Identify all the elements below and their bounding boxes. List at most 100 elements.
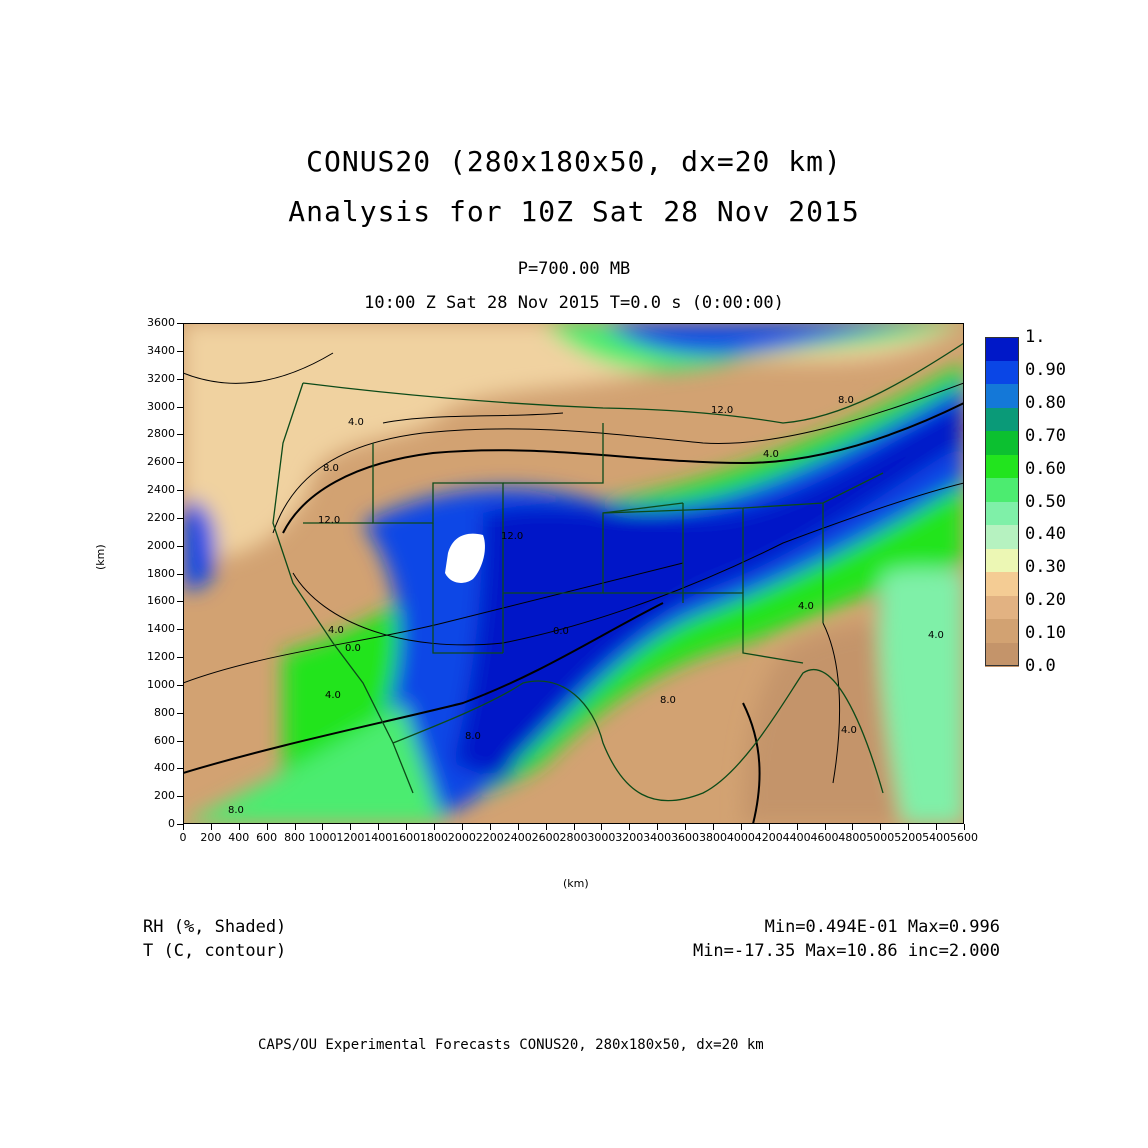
contour-label: 4.0 xyxy=(798,601,814,612)
y-tick-mark xyxy=(177,350,183,352)
title-line-2: Analysis for 10Z Sat 28 Nov 2015 xyxy=(288,195,860,228)
x-tick-mark xyxy=(517,824,519,830)
y-tick-label: 3200 xyxy=(147,371,175,385)
y-tick-mark xyxy=(177,684,183,686)
x-tick-mark xyxy=(852,824,854,830)
footer-credit: CAPS/OU Experimental Forecasts CONUS20, … xyxy=(258,1037,764,1053)
contour-label: 8.0 xyxy=(465,731,481,742)
legend-swatch xyxy=(985,501,1019,526)
y-tick-mark xyxy=(177,406,183,408)
x-tick-mark xyxy=(936,824,938,830)
legend-label: 0.0 xyxy=(1025,656,1056,676)
y-tick-mark xyxy=(177,824,183,825)
x-tick-label: 400 xyxy=(228,831,250,844)
y-tick-label: 600 xyxy=(154,733,175,747)
contour-label: 8.0 xyxy=(323,463,339,474)
y-tick-label: 0 xyxy=(168,817,175,830)
x-tick-mark xyxy=(908,824,910,830)
legend-swatch xyxy=(985,478,1019,502)
x-tick-mark xyxy=(378,824,380,830)
legend-swatch xyxy=(985,337,1019,361)
y-tick-label: 800 xyxy=(154,705,175,719)
y-tick-label: 400 xyxy=(154,761,175,775)
legend-swatch xyxy=(985,619,1019,643)
legend-swatch xyxy=(985,572,1019,596)
x-tick-mark xyxy=(266,824,268,830)
contour-label: 0.0 xyxy=(345,643,361,654)
legend-swatch xyxy=(985,595,1019,620)
legend-label: 0.80 xyxy=(1025,392,1066,413)
x-tick-mark xyxy=(406,824,408,830)
x-tick-mark xyxy=(629,824,631,830)
x-tick-label: 5000 xyxy=(866,831,895,844)
x-tick-mark xyxy=(210,824,212,830)
pressure-level: P=700.00 MB xyxy=(517,259,631,279)
x-tick-label: 5600 xyxy=(950,831,978,844)
x-tick-label: 5400 xyxy=(922,831,951,844)
legend-swatch xyxy=(985,431,1019,455)
y-tick-mark xyxy=(177,490,183,491)
legend-swatch xyxy=(985,548,1019,573)
x-tick-label: 600 xyxy=(256,831,278,844)
x-tick-label: 2600 xyxy=(531,831,560,844)
x-tick-mark xyxy=(573,824,575,830)
legend-label: 0.90 xyxy=(1025,359,1066,380)
x-tick-label: 4000 xyxy=(726,831,755,844)
rh-temperature-map: 4.0 8.0 12.0 4.0 0.0 4.0 8.0 12.0 8.0 4.… xyxy=(183,323,964,824)
legend-label: 1. xyxy=(1025,327,1046,347)
x-tick-mark xyxy=(322,824,324,830)
y-tick-label: 3600 xyxy=(147,316,175,329)
legend-label: 0.50 xyxy=(1025,491,1066,512)
x-tick-mark xyxy=(238,824,240,830)
x-tick-mark xyxy=(712,824,714,830)
contour-label: 12.0 xyxy=(501,531,523,542)
y-tick-label: 3000 xyxy=(147,399,175,413)
x-tick-mark xyxy=(489,824,491,830)
valid-time: 10:00 Z Sat 28 Nov 2015 T=0.0 s (0:00:00… xyxy=(364,293,784,313)
y-tick-mark xyxy=(177,657,183,658)
contour-label: 8.0 xyxy=(660,695,676,706)
contour-label: 4.0 xyxy=(841,725,857,736)
legend-label: 0.60 xyxy=(1025,458,1066,479)
x-tick-label: 200 xyxy=(200,831,222,844)
legend-label: 0.40 xyxy=(1025,524,1066,545)
legend-swatch xyxy=(985,642,1019,667)
x-tick-label: 1000 xyxy=(308,831,337,844)
field1-name: RH (%, Shaded) xyxy=(143,917,287,937)
y-tick-mark xyxy=(177,323,183,324)
x-tick-mark xyxy=(880,824,882,830)
field1-stats: Min=0.494E-01 Max=0.996 xyxy=(764,917,1000,937)
y-tick-label: 1000 xyxy=(147,677,175,691)
y-tick-label: 2600 xyxy=(147,455,175,469)
contour-label: 0.0 xyxy=(553,626,569,637)
x-tick-label: 3000 xyxy=(587,831,616,844)
contour-label: 4.0 xyxy=(763,449,779,460)
y-tick-label: 2200 xyxy=(147,510,175,524)
y-tick-mark xyxy=(177,517,183,519)
x-tick-label: 1400 xyxy=(364,831,393,844)
plot-frame xyxy=(183,323,964,824)
temperature-contours xyxy=(183,352,964,824)
x-tick-label: 1600 xyxy=(392,831,421,844)
contour-label: 4.0 xyxy=(325,690,341,701)
x-tick-mark xyxy=(350,824,352,830)
x-tick-label: 2000 xyxy=(447,831,476,844)
x-tick-mark xyxy=(601,824,603,830)
x-tick-label: 4800 xyxy=(838,831,867,844)
contour-label: 8.0 xyxy=(228,805,244,816)
y-tick-label: 1200 xyxy=(147,650,175,663)
x-tick-mark xyxy=(657,824,659,830)
x-tick-label: 1800 xyxy=(420,831,449,844)
title-line-1: CONUS20 (280x180x50, dx=20 km) xyxy=(306,145,842,178)
x-tick-label: 4600 xyxy=(810,831,839,844)
contour-label: 4.0 xyxy=(348,417,364,428)
y-tick-label: 2400 xyxy=(147,483,175,496)
y-tick-mark xyxy=(177,601,183,603)
x-tick-mark xyxy=(685,824,687,830)
x-tick-mark xyxy=(294,824,296,830)
legend-swatch xyxy=(985,525,1019,549)
x-tick-label: 0 xyxy=(179,831,187,844)
legend-label: 0.70 xyxy=(1025,425,1066,446)
y-axis-label: (km) xyxy=(94,544,107,570)
political-boundaries xyxy=(272,342,964,802)
